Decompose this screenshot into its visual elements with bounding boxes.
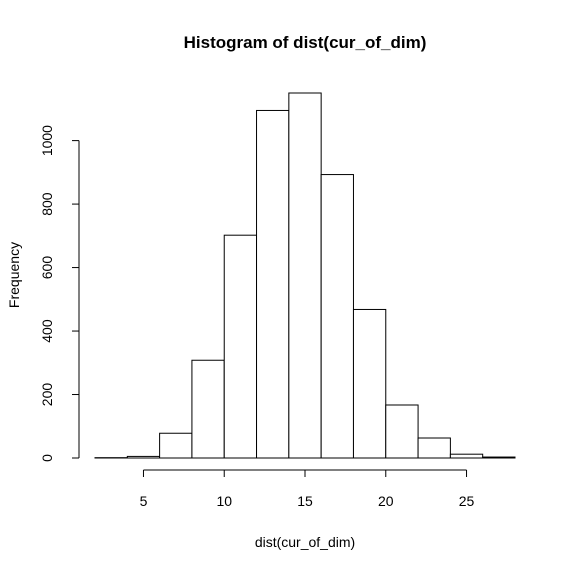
y-tick-label: 600 [39, 256, 55, 280]
y-tick-label: 1000 [39, 125, 55, 156]
x-tick-label: 15 [297, 493, 313, 509]
x-tick-label: 10 [216, 493, 232, 509]
histogram-bar [288, 92, 322, 459]
y-tick-label: 0 [39, 454, 55, 462]
y-axis: 0 200 400 600 800 1000 [39, 125, 80, 462]
histogram-bar [385, 404, 419, 459]
y-tick-label: 200 [39, 383, 55, 407]
histogram-bar [352, 308, 387, 459]
histogram-bar [223, 234, 258, 459]
x-tick-label: 5 [140, 493, 148, 509]
histogram-bar [320, 174, 354, 459]
histogram-bar [126, 455, 161, 459]
histogram-bar [191, 359, 225, 459]
histogram-bar [449, 453, 484, 459]
x-tick-label: 20 [378, 493, 394, 509]
x-tick-label: 25 [459, 493, 475, 509]
bars-group [94, 92, 516, 459]
histogram-bar [417, 437, 451, 459]
histogram-bar [159, 432, 193, 459]
histogram-bar [256, 109, 290, 459]
histogram-bar [482, 456, 516, 459]
chart-title: Histogram of dist(cur_of_dim) [184, 33, 427, 52]
x-axis-label: dist(cur_of_dim) [255, 534, 355, 550]
y-tick-label: 800 [39, 192, 55, 216]
y-tick-label: 400 [39, 319, 55, 343]
y-axis-label: Frequency [6, 242, 22, 308]
x-axis: 5 10 15 20 25 [140, 469, 475, 509]
